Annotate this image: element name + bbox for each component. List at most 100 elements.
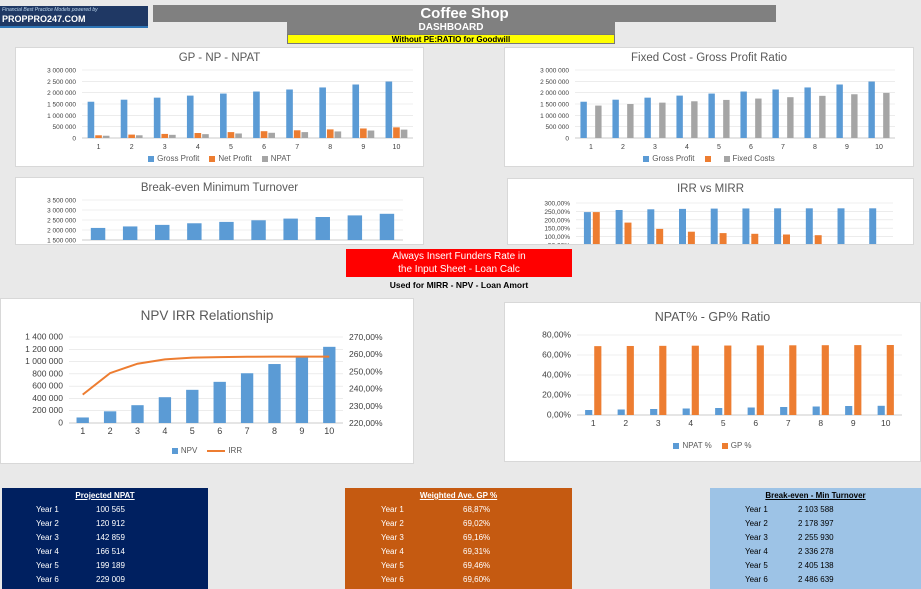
logo-tagline: Financial Best Practice Models powered b… xyxy=(2,7,98,13)
y-tick-label: 60,00% xyxy=(542,350,571,360)
y-tick-label: 2 000 000 xyxy=(47,228,76,235)
legend-item xyxy=(704,154,714,163)
bar xyxy=(755,98,762,138)
bar xyxy=(845,406,853,415)
y-tick-label: 3 000 000 xyxy=(47,208,76,215)
x-tick-label: 5 xyxy=(229,144,233,151)
x-tick-label: 4 xyxy=(162,426,167,436)
chart-title: Break-even Minimum Turnover xyxy=(140,182,299,194)
y-tick-label: 1 500 000 xyxy=(47,238,76,245)
table-row-year: Year 5 xyxy=(745,561,768,570)
bar xyxy=(747,407,755,415)
chart-irr-mirr[interactable]: IRR vs MIRR 300,00% 250,00% 200,00% 150,00%… xyxy=(507,178,914,245)
bar xyxy=(617,409,625,415)
chart-npv-irr[interactable]: NPV IRR Relationship 1 400 000 1 200 000 1… xyxy=(0,298,414,464)
bar xyxy=(385,81,393,138)
bar xyxy=(194,133,202,138)
bar xyxy=(95,135,102,138)
chart-break-even[interactable]: Break-even Minimum Turnover 3 500 000 3 0… xyxy=(15,177,424,245)
x-tick-label: 4 xyxy=(685,144,689,151)
bar xyxy=(122,226,138,240)
y-tick-label: 200 000 xyxy=(32,405,63,415)
bar xyxy=(659,102,666,138)
chart-gp-np-npat[interactable]: GP - NP - NPAT 3 000 000 2 500 000 2 000 0… xyxy=(15,47,424,167)
legend-swatch xyxy=(721,442,728,449)
bar xyxy=(326,129,334,138)
bar xyxy=(161,133,169,138)
bar xyxy=(877,405,885,415)
bar xyxy=(295,356,309,423)
bar xyxy=(626,345,634,415)
bar xyxy=(592,212,600,244)
table-weighted-gp: Weighted Ave. GP % Year 1 68,87% Year 2 69,… xyxy=(345,488,572,589)
y-tick-label: 0 xyxy=(565,136,569,143)
table-row-year: Year 6 xyxy=(381,575,404,584)
x-tick-label: 7 xyxy=(245,426,250,436)
bar xyxy=(659,345,667,415)
bar xyxy=(347,215,363,240)
x-tick-label: 10 xyxy=(881,418,891,428)
bar xyxy=(851,94,858,138)
y-tick-label: 1 200 000 xyxy=(25,344,63,354)
legend-swatch xyxy=(171,447,178,454)
y-tick-label: 100,00% xyxy=(544,234,570,241)
x-tick-label: 5 xyxy=(721,418,726,428)
y-tick-label: 80,00% xyxy=(542,330,571,340)
chart-title: IRR vs MIRR xyxy=(676,183,745,195)
y-tick-label: 500 000 xyxy=(53,124,77,131)
legend-item: NPAT xyxy=(261,154,291,163)
bar xyxy=(708,93,715,138)
bar xyxy=(615,210,623,244)
bar xyxy=(102,135,110,138)
y-tick-label: 2 500 000 xyxy=(47,218,76,225)
x-tick-label: 7 xyxy=(781,144,785,151)
legend-label: NPV xyxy=(180,446,198,455)
legend-label: Gross Profit xyxy=(157,154,200,163)
bar xyxy=(751,233,759,244)
bar xyxy=(283,218,298,240)
logo[interactable]: Financial Best Practice Models powered b… xyxy=(0,6,148,28)
bar xyxy=(783,234,790,244)
y-tick-label: 20,00% xyxy=(542,390,571,400)
y-tick-label: 1 500 000 xyxy=(540,102,569,109)
y-tick-label: 150,00% xyxy=(544,226,570,233)
bar xyxy=(585,410,593,415)
bar xyxy=(319,87,326,138)
bar xyxy=(220,93,227,138)
x-tick-label: 9 xyxy=(299,426,304,436)
chart-npat-gp-ratio[interactable]: NPAT% - GP% Ratio 80,00% 60,00% 40,00% 20,0… xyxy=(504,302,921,462)
bar xyxy=(742,208,750,244)
legend-label: Fixed Costs xyxy=(732,154,775,163)
dashboard-title: Coffee Shop xyxy=(153,5,776,22)
chart-fixed-gp-ratio[interactable]: Fixed Cost - Gross Profit Ratio 3 000 00… xyxy=(504,47,914,167)
table-row-year: Year 4 xyxy=(381,547,404,556)
legend-item: GP % xyxy=(721,441,752,450)
bar xyxy=(379,213,395,240)
x-tick-label: 6 xyxy=(749,144,753,151)
bar xyxy=(90,227,106,240)
bar xyxy=(135,135,143,138)
x-tick-label: 9 xyxy=(845,144,849,151)
legend-item: NPAT % xyxy=(673,441,712,450)
bar xyxy=(131,405,144,423)
bar xyxy=(821,345,829,415)
bar xyxy=(393,127,400,138)
bar xyxy=(656,228,664,244)
legend-item: Gross Profit xyxy=(643,154,695,163)
legend-label: GP % xyxy=(730,441,752,450)
x-tick-label: 8 xyxy=(813,144,817,151)
table-row-year: Year 5 xyxy=(36,561,59,570)
bar xyxy=(624,222,632,244)
y-tick-label: 2 500 000 xyxy=(47,79,76,86)
goodwill-note: Without PE:RATIO for Goodwill xyxy=(287,34,615,44)
bar xyxy=(268,364,281,423)
bar xyxy=(691,101,698,138)
y-tick-label: 1 000 000 xyxy=(47,113,76,120)
table-row-value: 2 178 397 xyxy=(798,519,834,528)
bar xyxy=(260,131,268,138)
table-row-year: Year 6 xyxy=(745,575,768,584)
x-tick-label: 7 xyxy=(786,418,791,428)
bar xyxy=(120,99,128,138)
y-tick-label: 50,00% xyxy=(548,243,570,246)
bar xyxy=(869,208,877,244)
